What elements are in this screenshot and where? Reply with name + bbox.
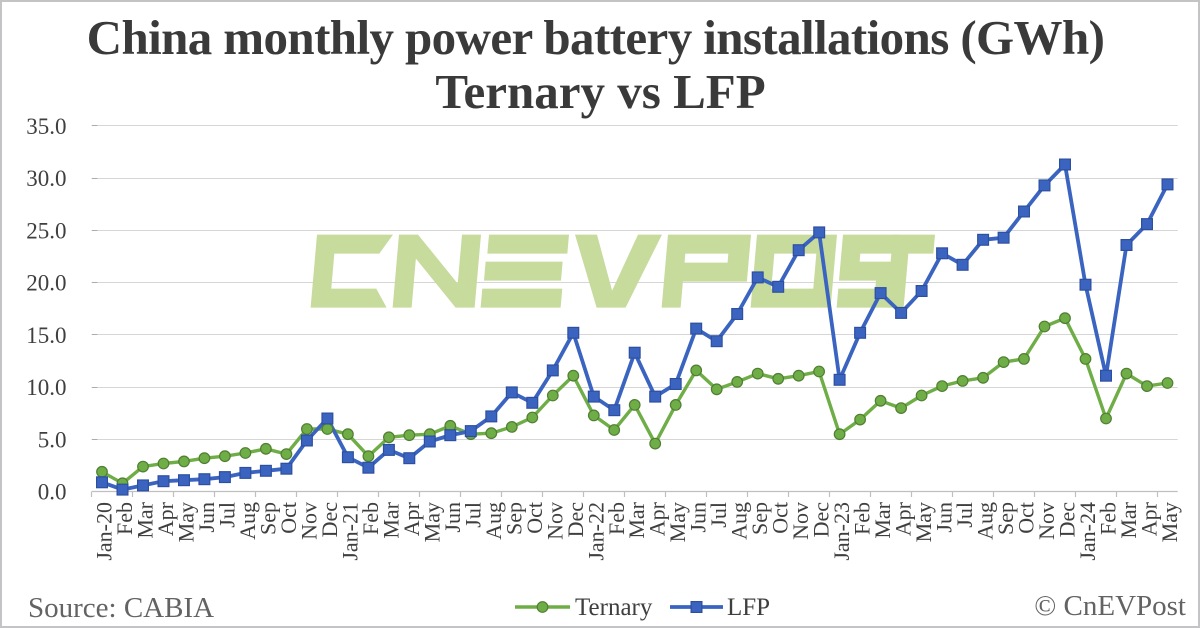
svg-text:Feb: Feb bbox=[604, 502, 629, 535]
svg-text:Jan-20: Jan-20 bbox=[92, 502, 117, 561]
svg-text:Jun: Jun bbox=[932, 502, 957, 533]
svg-text:May: May bbox=[1157, 502, 1182, 542]
svg-text:Feb: Feb bbox=[1096, 502, 1121, 535]
svg-text:Sep: Sep bbox=[993, 502, 1018, 535]
svg-text:Apr: Apr bbox=[153, 501, 178, 536]
svg-text:Mar: Mar bbox=[133, 501, 158, 538]
svg-text:Oct: Oct bbox=[1014, 502, 1039, 534]
svg-text:Ternary vs LFP: Ternary vs LFP bbox=[435, 64, 765, 119]
svg-text:Jan-24: Jan-24 bbox=[1075, 502, 1100, 561]
svg-text:Nov: Nov bbox=[296, 502, 321, 540]
svg-text:15.0: 15.0 bbox=[26, 323, 66, 348]
svg-text:May: May bbox=[419, 502, 444, 542]
svg-text:10.0: 10.0 bbox=[26, 375, 66, 400]
svg-text:Dec: Dec bbox=[809, 502, 834, 538]
svg-text:5.0: 5.0 bbox=[38, 427, 67, 452]
svg-text:Nov: Nov bbox=[1034, 502, 1059, 540]
svg-text:Mar: Mar bbox=[624, 501, 649, 538]
svg-text:35.0: 35.0 bbox=[26, 114, 66, 139]
svg-text:Ternary: Ternary bbox=[575, 594, 653, 621]
svg-text:Jul: Jul bbox=[460, 502, 485, 528]
svg-text:Feb: Feb bbox=[358, 502, 383, 535]
svg-text:Source: CABIA: Source: CABIA bbox=[28, 592, 214, 624]
svg-text:Apr: Apr bbox=[891, 501, 916, 536]
svg-text:Jan-22: Jan-22 bbox=[583, 502, 608, 561]
svg-text:Sep: Sep bbox=[255, 502, 280, 535]
svg-text:Aug: Aug bbox=[481, 502, 506, 540]
svg-text:Dec: Dec bbox=[563, 502, 588, 538]
svg-text:Apr: Apr bbox=[1137, 501, 1162, 536]
svg-text:Jul: Jul bbox=[214, 502, 239, 528]
svg-text:Jun: Jun bbox=[194, 502, 219, 533]
svg-text:May: May bbox=[665, 502, 690, 542]
svg-text:Jul: Jul bbox=[952, 502, 977, 528]
svg-text:Aug: Aug bbox=[235, 502, 260, 540]
svg-text:May: May bbox=[911, 502, 936, 542]
svg-text:0.0: 0.0 bbox=[38, 480, 67, 505]
svg-text:Jun: Jun bbox=[686, 502, 711, 533]
svg-text:Aug: Aug bbox=[973, 502, 998, 540]
svg-text:Oct: Oct bbox=[768, 502, 793, 534]
svg-text:Nov: Nov bbox=[788, 502, 813, 540]
svg-text:May: May bbox=[174, 502, 199, 542]
svg-text:25.0: 25.0 bbox=[26, 218, 66, 243]
svg-text:Sep: Sep bbox=[747, 502, 772, 535]
svg-text:Mar: Mar bbox=[1116, 501, 1141, 538]
svg-text:Jul: Jul bbox=[706, 502, 731, 528]
svg-text:Oct: Oct bbox=[522, 502, 547, 534]
svg-text:Jun: Jun bbox=[440, 502, 465, 533]
svg-text:Feb: Feb bbox=[850, 502, 875, 535]
svg-text:Dec: Dec bbox=[317, 502, 342, 538]
svg-text:30.0: 30.0 bbox=[26, 166, 66, 191]
svg-text:© CnEVPost: © CnEVPost bbox=[1034, 590, 1186, 622]
svg-text:Nov: Nov bbox=[542, 502, 567, 540]
svg-text:Jan-21: Jan-21 bbox=[337, 502, 362, 561]
svg-text:Mar: Mar bbox=[378, 501, 403, 538]
svg-text:Jan-23: Jan-23 bbox=[829, 502, 854, 561]
svg-text:Apr: Apr bbox=[399, 501, 424, 536]
svg-text:Dec: Dec bbox=[1055, 502, 1080, 538]
svg-text:LFP: LFP bbox=[727, 594, 770, 621]
svg-text:20.0: 20.0 bbox=[26, 271, 66, 296]
svg-text:China monthly power battery in: China monthly power battery installation… bbox=[87, 10, 1105, 65]
svg-text:Sep: Sep bbox=[501, 502, 526, 535]
svg-text:Apr: Apr bbox=[645, 501, 670, 536]
svg-text:Mar: Mar bbox=[870, 501, 895, 538]
svg-text:Aug: Aug bbox=[727, 502, 752, 540]
svg-text:Feb: Feb bbox=[112, 502, 137, 535]
svg-text:Oct: Oct bbox=[276, 502, 301, 534]
